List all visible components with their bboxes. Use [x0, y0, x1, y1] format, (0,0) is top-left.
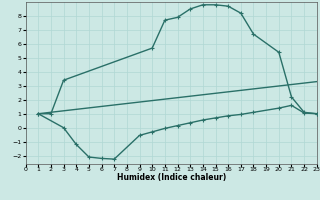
X-axis label: Humidex (Indice chaleur): Humidex (Indice chaleur): [116, 173, 226, 182]
